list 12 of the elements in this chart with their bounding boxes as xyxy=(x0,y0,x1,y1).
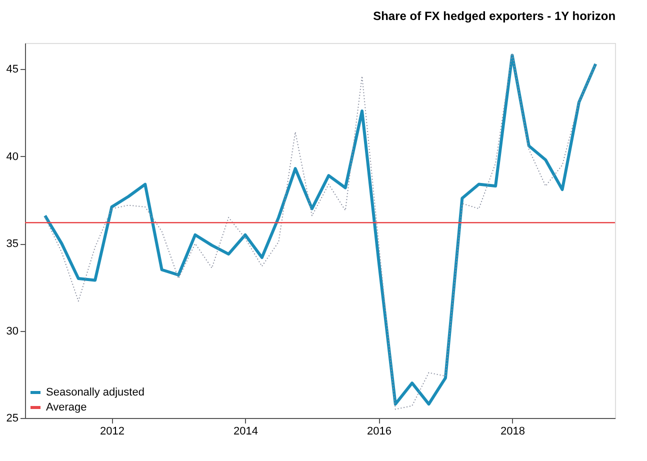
x-tick-label: 2016 xyxy=(366,426,392,438)
y-tick-label: 40 xyxy=(6,150,18,163)
x-tick-label: 2014 xyxy=(234,426,258,438)
y-tick-label: 25 xyxy=(6,412,18,424)
x-tick-label: 2018 xyxy=(500,426,525,438)
legend-label: Seasonally adjusted xyxy=(46,386,144,398)
y-tick-label: 45 xyxy=(6,64,18,76)
chart-title: Share of FX hedged exporters - 1Y horizon xyxy=(373,9,616,23)
y-tick-label: 35 xyxy=(6,238,18,250)
legend-label: Average xyxy=(46,402,87,414)
x-tick-label: 2012 xyxy=(100,426,125,438)
y-tick-label: 30 xyxy=(6,325,18,338)
